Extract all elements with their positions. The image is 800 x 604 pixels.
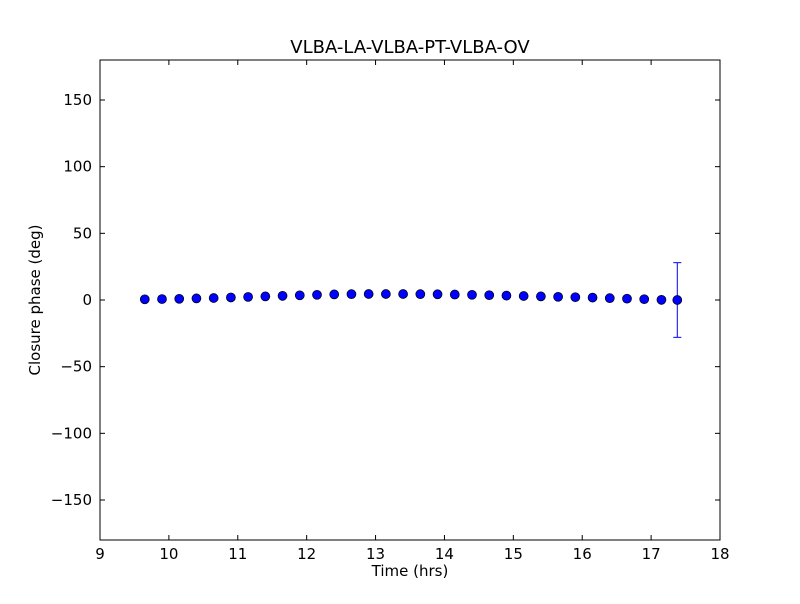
data-point [449,289,460,300]
data-point [381,289,391,299]
y-tick-label: 150 [63,91,92,109]
data-point [139,294,150,305]
data-point [208,293,219,303]
data-point [398,289,408,299]
data-point [518,291,529,301]
data-point [226,292,236,303]
x-axis-ticks: 9 10 11 12 13 14 15 16 17 18 [95,60,730,563]
data-point [432,289,443,300]
data-point [536,291,546,302]
data-point [157,294,167,304]
y-axis-label: Closure phase (deg) [26,225,44,376]
data-point [294,290,305,301]
x-tick-label: 10 [159,545,178,563]
data-point [243,292,253,302]
x-tick-label: 18 [710,545,729,563]
data-point [363,289,374,299]
x-tick-label: 11 [228,545,247,563]
y-axis-ticks: −150 −100 −50 0 50 100 150 [51,91,720,509]
data-point [604,293,615,303]
y-tick-label: 100 [63,158,92,176]
data-point [312,289,322,300]
data-point [656,295,667,305]
y-tick-label: −50 [60,358,92,376]
x-tick-label: 12 [297,545,316,563]
data-point [346,289,357,299]
data-point [672,295,683,305]
x-tick-label: 13 [366,545,385,563]
data-point [484,290,495,301]
x-tick-label: 14 [435,545,454,563]
chart-title: VLBA-LA-VLBA-PT-VLBA-OV [290,37,530,58]
x-tick-label: 16 [573,545,592,563]
data-point [277,291,288,301]
data-point [415,289,426,299]
data-point [174,293,185,304]
plot-frame [99,59,721,541]
data-point [260,291,271,302]
data-point [329,289,340,300]
y-tick-label: −150 [51,491,92,509]
data-point [553,291,563,302]
y-tick-label: −100 [51,424,92,442]
data-point [467,289,477,300]
x-tick-label: 17 [642,545,661,563]
y-tick-label: 0 [82,291,92,309]
data-point [587,292,598,303]
data-point [570,292,581,303]
y-tick-label: 50 [73,224,92,242]
x-tick-label: 9 [95,545,105,563]
data-point [639,294,650,305]
data-points [139,289,683,305]
data-point [622,293,632,304]
data-point [501,290,512,301]
data-point [191,293,202,304]
x-axis-label: Time (hrs) [371,562,449,580]
x-tick-label: 15 [504,545,523,563]
